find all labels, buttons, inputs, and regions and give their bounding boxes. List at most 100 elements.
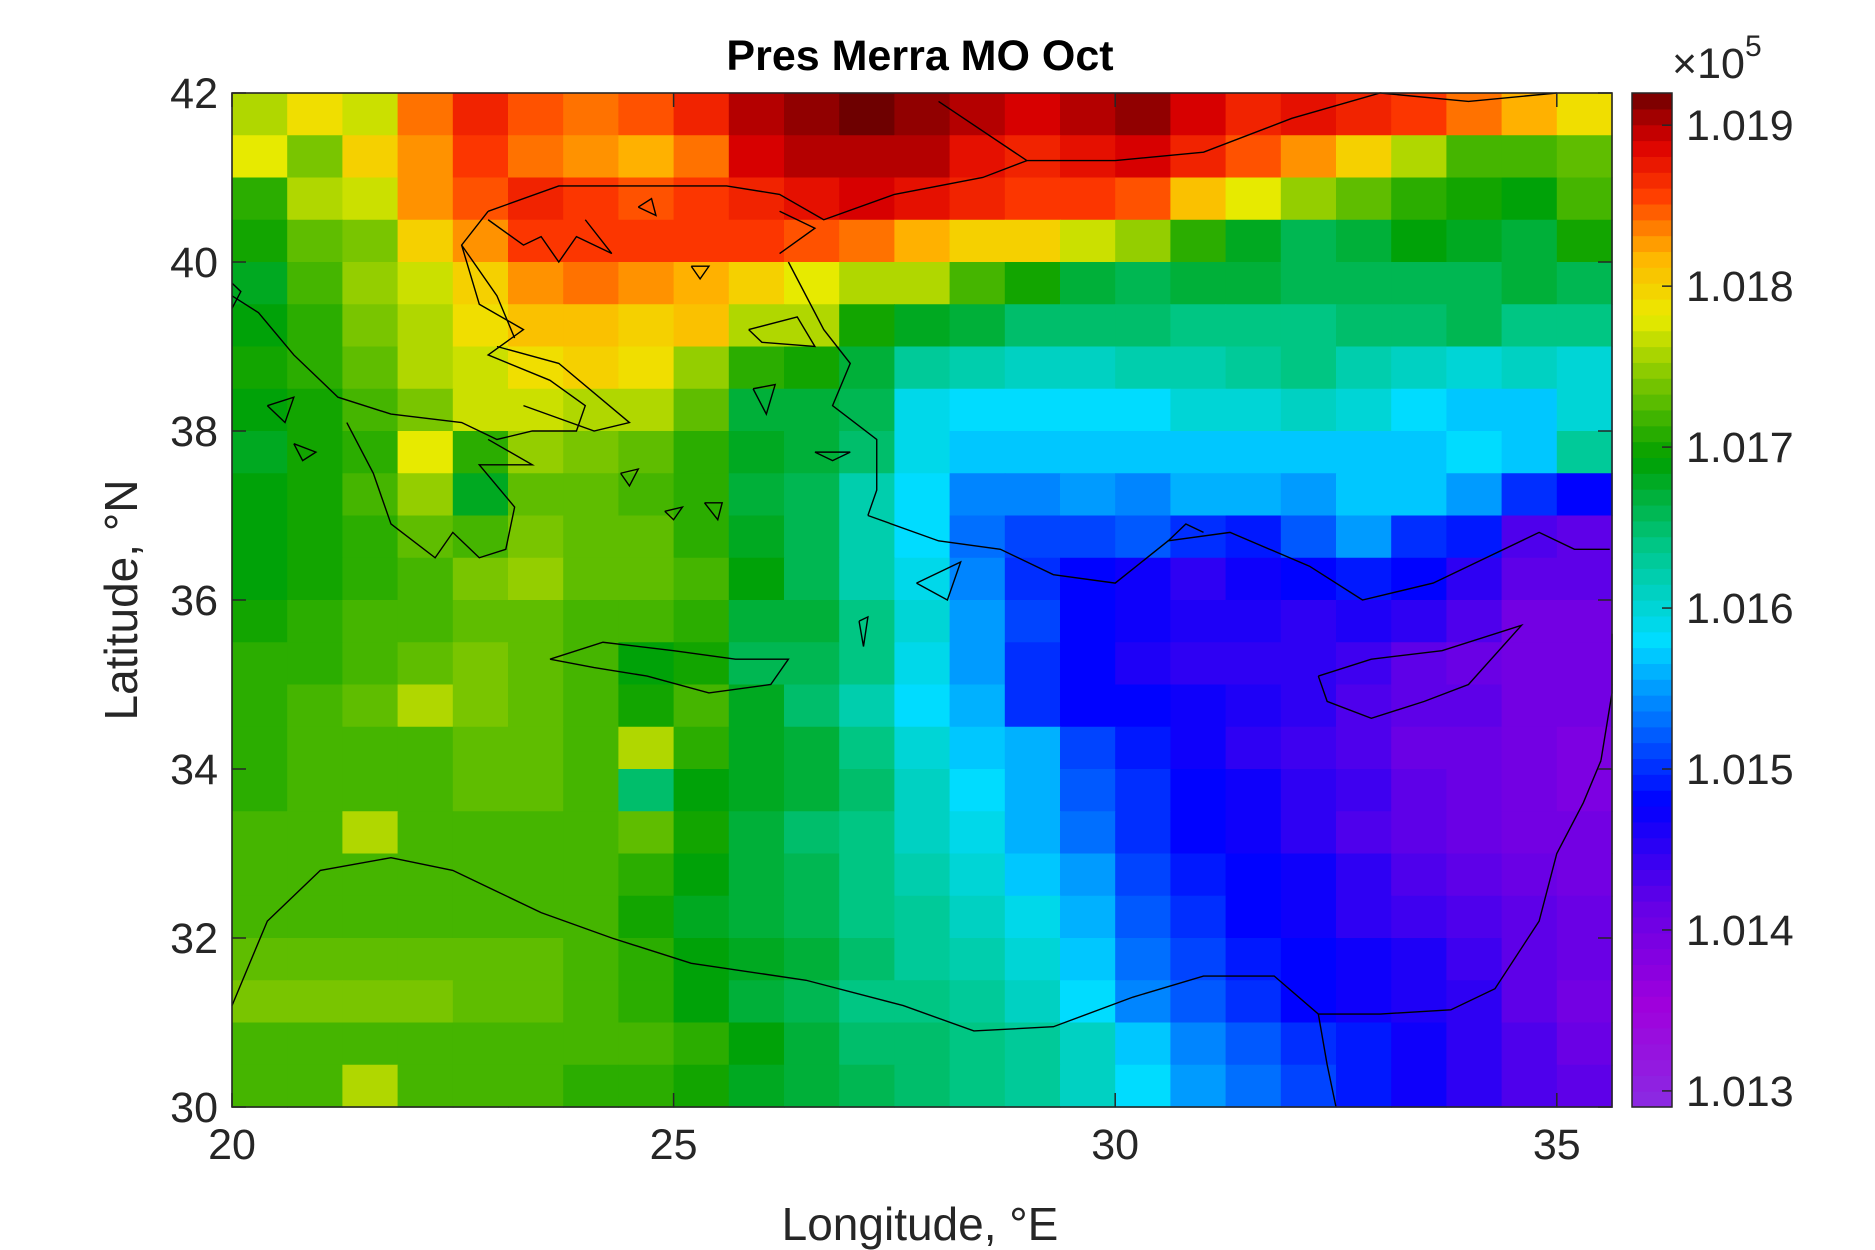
heatmap-cell (232, 262, 288, 305)
heatmap-cell (784, 726, 840, 770)
heatmap-cell (673, 93, 730, 136)
heatmap-cell (232, 93, 288, 136)
heatmap-cell (1004, 388, 1061, 432)
heatmap-cell (508, 769, 564, 812)
heatmap-cell (1225, 177, 1282, 221)
colorbar-segment (1632, 758, 1672, 775)
heatmap-cell (728, 1064, 785, 1108)
heatmap-cell (1170, 938, 1227, 981)
heatmap-cell (949, 684, 1006, 728)
heatmap-cell (1115, 895, 1171, 939)
heatmap-cell (1060, 600, 1116, 643)
heatmap-cell (563, 262, 619, 305)
heatmap-cell (232, 1022, 288, 1066)
heatmap-cell (1501, 1022, 1558, 1066)
colorbar-tick-label: 1.019 (1686, 102, 1794, 150)
heatmap-cell (342, 895, 399, 939)
heatmap-cell (508, 1064, 564, 1108)
colorbar-frame (1631, 92, 1673, 1108)
coastline-segment (752, 383, 777, 416)
coastline-segment (938, 92, 1557, 162)
heatmap-cell (894, 515, 951, 559)
heatmap-cell (1446, 177, 1503, 221)
x-tick-label: 25 (650, 1121, 698, 1169)
colorbar-segment (1632, 362, 1672, 379)
colorbar-segment (1632, 314, 1672, 332)
heatmap-cell (397, 642, 454, 686)
coastline-segment (779, 210, 817, 255)
colorbar-tick-label: 1.016 (1686, 585, 1794, 633)
heatmap-cell (784, 388, 840, 432)
heatmap-cell (1170, 811, 1227, 855)
heatmap-cell (1060, 1064, 1116, 1108)
heatmap-cell (1004, 431, 1061, 474)
coastline-segment (1317, 1013, 1337, 1108)
heatmap-cell (1060, 346, 1116, 390)
colorbar-segment (1632, 425, 1672, 443)
heatmap-cell (1170, 726, 1227, 770)
coastline-segment (487, 219, 613, 264)
heatmap-cell (1170, 895, 1227, 939)
colorbar-segment (1632, 93, 1672, 110)
heatmap-cell (1004, 262, 1061, 305)
heatmap-cell (287, 93, 343, 136)
heatmap-cell (949, 769, 1006, 812)
heatmap-cell (1556, 642, 1613, 686)
heatmap-cell (1225, 473, 1282, 517)
heatmap-cell (232, 938, 288, 981)
heatmap-cell (728, 431, 785, 474)
x-tick-label: 20 (208, 1121, 256, 1169)
heatmap-cell (1004, 895, 1061, 939)
heatmap-cell (563, 1064, 619, 1108)
heatmap-cell (1225, 262, 1282, 305)
colorbar-multiplier: ×105 (1672, 30, 1762, 88)
heatmap-cell (1004, 938, 1061, 981)
colorbar-segment (1632, 869, 1672, 886)
heatmap-cell (1391, 557, 1447, 601)
colorbar-tick-label: 1.018 (1686, 263, 1794, 311)
heatmap-cell (839, 769, 895, 812)
heatmap-cell (1336, 980, 1392, 1024)
heatmap-cell (1446, 684, 1503, 728)
coastline-segment (690, 265, 711, 281)
heatmap-cell (784, 980, 840, 1024)
heatmap-cell (1556, 1022, 1613, 1066)
heatmap-cell (673, 557, 730, 601)
heatmap-cell (1060, 177, 1116, 221)
heatmap-cell (728, 346, 785, 390)
heatmap-cell (232, 557, 288, 601)
heatmap-cell (563, 431, 619, 474)
heatmap-cell (1556, 938, 1613, 981)
heatmap-cell (397, 853, 454, 897)
heatmap-cell (1170, 853, 1227, 897)
colorbar-segment (1632, 346, 1672, 363)
heatmap-cell (728, 473, 785, 517)
heatmap-cell (287, 262, 343, 305)
coastline-segment (293, 443, 318, 462)
heatmap-cell (1004, 684, 1061, 728)
heatmap-cell (894, 811, 951, 855)
heatmap-cell (342, 642, 399, 686)
heatmap-cell (1115, 938, 1171, 981)
colorbar-segment (1632, 695, 1672, 712)
colorbar-segment (1632, 901, 1672, 918)
heatmap-cell (894, 262, 951, 305)
heatmap-cell (728, 726, 785, 770)
heatmap-cell (1225, 135, 1282, 179)
heatmap-cell (1280, 177, 1337, 221)
heatmap-cell (1446, 853, 1503, 897)
heatmap-cell (1556, 726, 1613, 770)
heatmap-cell (618, 600, 675, 643)
heatmap-cell (728, 262, 785, 305)
heatmap-cell (618, 262, 675, 305)
heatmap-cell (1225, 388, 1282, 432)
heatmap-cell (1004, 1064, 1061, 1108)
coastlines (231, 92, 1613, 1108)
heatmap-cell (563, 304, 619, 348)
heatmap-cell (563, 980, 619, 1024)
heatmap-cell (1391, 93, 1447, 136)
heatmap-cell (1225, 853, 1282, 897)
heatmap-cell (1501, 980, 1558, 1024)
colorbar-segment (1632, 520, 1672, 538)
heatmap-cell (1280, 1022, 1337, 1066)
